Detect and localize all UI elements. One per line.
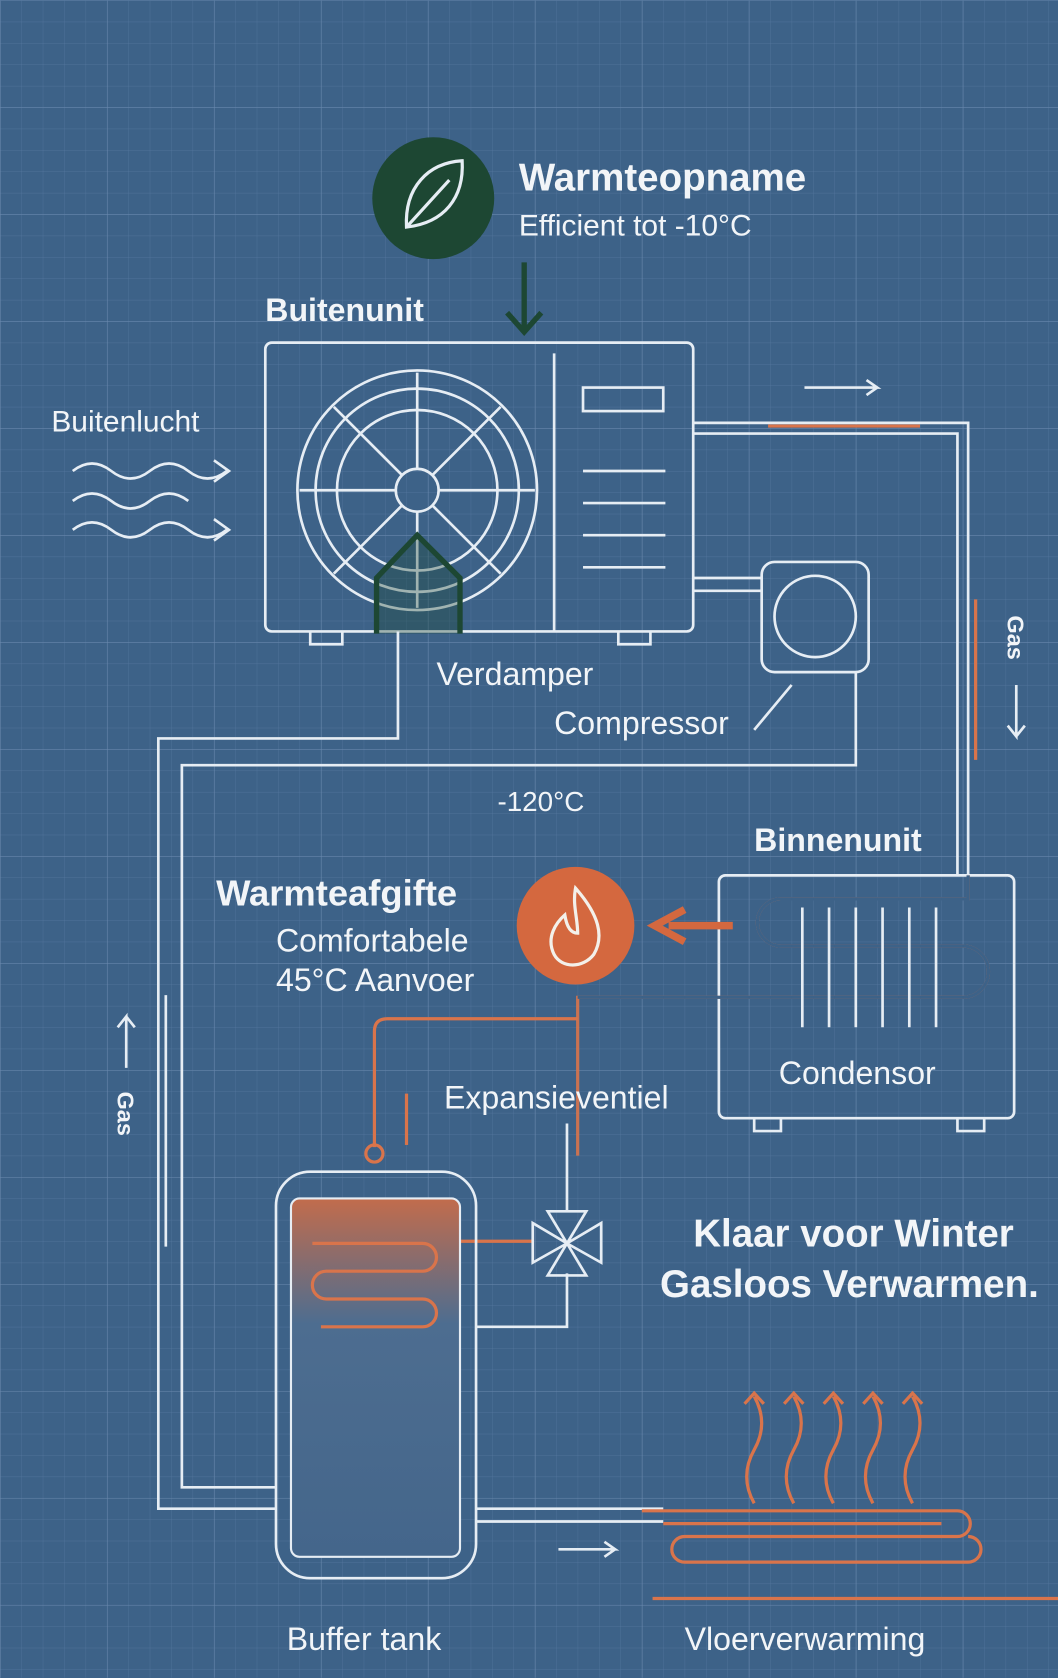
- compressor-label: Compressor: [554, 705, 729, 741]
- page: Warmteopname Efficient tot -10°C Buitenu…: [0, 0, 1058, 1678]
- indoor-unit-label: Binnenunit: [754, 822, 922, 858]
- condenser-label: Condensor: [779, 1055, 936, 1091]
- heat-output-title: Warmteafgifte: [216, 872, 457, 913]
- heat-output-line2: 45°C Aanvoer: [276, 962, 475, 998]
- valve-label: Expansieventiel: [444, 1080, 669, 1116]
- tagline-line1: Klaar voor Winter: [693, 1213, 1014, 1256]
- heat-output-line1: Comfortabele: [276, 922, 469, 958]
- gas-label-left: Gas: [113, 1091, 139, 1135]
- pipe-temperature: -120°C: [497, 786, 584, 817]
- evaporator-label: Verdamper: [436, 656, 593, 692]
- heat-intake-title: Warmteopname: [519, 157, 806, 200]
- outdoor-unit-label: Buitenunit: [265, 292, 424, 328]
- gas-label-right: Gas: [1003, 615, 1029, 659]
- buffer-tank-label: Buffer tank: [287, 1621, 443, 1657]
- heat-intake-subtitle: Efficient tot -10°C: [519, 210, 752, 243]
- air-label: Buitenlucht: [51, 405, 200, 438]
- floor-heating-label: Vloerverwarming: [685, 1621, 926, 1657]
- diagram: Warmteopname Efficient tot -10°C Buitenu…: [0, 0, 1058, 1678]
- tagline-line2: Gasloos Verwarmen.: [660, 1263, 1039, 1306]
- flame-icon: [517, 867, 635, 985]
